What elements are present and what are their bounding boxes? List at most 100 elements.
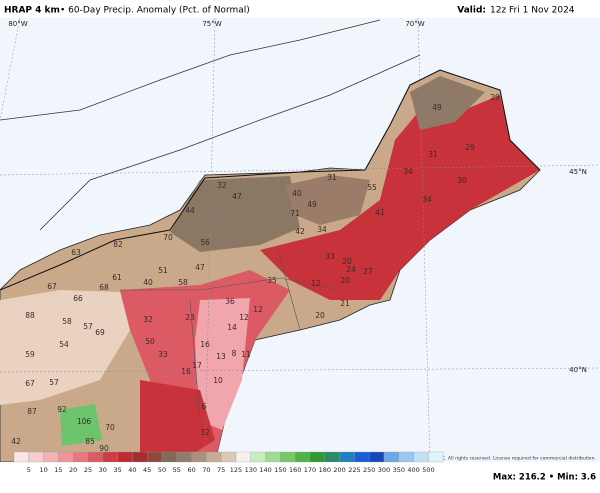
- colorbar-label: 170: [304, 466, 316, 474]
- valid-label: Valid:: [457, 6, 486, 16]
- value-label: 12: [239, 313, 249, 322]
- colorbar-label: 125: [230, 466, 242, 474]
- value-label: 49: [307, 200, 317, 209]
- value-label: 82: [113, 240, 123, 249]
- colorbar-swatch: [369, 451, 385, 463]
- colorbar-swatch: [117, 451, 133, 463]
- value-label: 23: [185, 313, 195, 322]
- value-label: 40: [292, 189, 302, 198]
- colorbar-swatch: [221, 451, 237, 463]
- colorbar-label: 20: [69, 466, 77, 474]
- colorbar-label: 500: [422, 466, 434, 474]
- colorbar-label: 200: [333, 466, 345, 474]
- lat-label: 45°N: [569, 168, 587, 176]
- brown-region: [410, 76, 485, 130]
- value-label: 35: [267, 276, 277, 285]
- value-label: 29: [465, 143, 475, 152]
- colorbar-label: 70: [202, 466, 210, 474]
- value-label: 59: [25, 350, 35, 359]
- value-label: 13: [216, 352, 226, 361]
- value-label: 27: [363, 267, 373, 276]
- colorbar-label: 225: [348, 466, 360, 474]
- colorbar-swatch: [102, 451, 118, 463]
- colorbar-swatch: [176, 451, 192, 463]
- value-label: 12: [253, 305, 263, 314]
- lon-label: 75°W: [202, 20, 221, 28]
- value-label: 69: [95, 328, 105, 337]
- colorbar-label: 55: [173, 466, 181, 474]
- border: [0, 69, 541, 291]
- red-region: [260, 95, 540, 300]
- value-label: 70: [105, 423, 115, 432]
- colorbar-label: 180: [319, 466, 331, 474]
- value-label: 47: [195, 263, 205, 272]
- value-label: 92: [57, 405, 67, 414]
- colorbar-swatch: [383, 451, 399, 463]
- colorbar-swatch: [428, 451, 444, 463]
- value-label: 10: [213, 376, 223, 385]
- value-label: 20: [342, 257, 352, 266]
- colorbar-label: 50: [158, 466, 166, 474]
- value-label: 58: [62, 317, 72, 326]
- colorbar-label: 140: [259, 466, 271, 474]
- value-label: 70: [163, 233, 173, 242]
- colorbar-swatch: [87, 451, 103, 463]
- colorbar-label: 45: [143, 466, 151, 474]
- colorbar-label: 25: [84, 466, 92, 474]
- colorbar-label: 160: [289, 466, 301, 474]
- value-label: 32: [200, 428, 210, 437]
- brown-region: [285, 175, 370, 225]
- colorbar-swatch: [309, 451, 325, 463]
- value-label: 30: [457, 176, 467, 185]
- value-label: 32: [217, 181, 227, 190]
- value-label: 16: [200, 340, 210, 349]
- title: • 60-Day Precip. Anomaly (Pct. of Normal…: [60, 6, 250, 16]
- value-label: 57: [83, 322, 93, 331]
- green-region: [60, 404, 102, 446]
- state-lines: [120, 249, 341, 421]
- colorbar-swatch: [147, 451, 163, 463]
- colorbar-swatch: [43, 451, 59, 463]
- colorbar-label: 35: [113, 466, 121, 474]
- value-label: 88: [25, 311, 35, 320]
- value-label: 6: [202, 402, 207, 411]
- value-label: 34: [403, 167, 413, 176]
- value-label: 56: [200, 238, 210, 247]
- value-label: 17: [192, 361, 202, 370]
- value-label: 31: [327, 173, 337, 182]
- colorbar-label: 15: [54, 466, 62, 474]
- pink-region: [195, 298, 250, 430]
- lon-label: 80°W: [8, 20, 27, 28]
- colorbar-swatch: [250, 451, 266, 463]
- value-label: 66: [73, 294, 83, 303]
- colorbar-label: 10: [39, 466, 47, 474]
- colorbar-label: 150: [274, 466, 286, 474]
- colorbar-swatch: [191, 451, 207, 463]
- colorbar-swatch: [280, 451, 296, 463]
- value-label: 68: [99, 283, 109, 292]
- value-label: 87: [27, 407, 37, 416]
- colorbar-swatch: [28, 451, 44, 463]
- colorbar-swatch: [413, 451, 429, 463]
- colorbar-swatch: [398, 451, 414, 463]
- value-label: 33: [325, 252, 335, 261]
- footer-bar: [0, 462, 600, 493]
- colorbar-label: 75: [217, 466, 225, 474]
- value-label: 42: [11, 437, 21, 446]
- colorbar-swatch: [132, 451, 148, 463]
- red-region: [140, 380, 215, 462]
- valid: 12z Fri 1 Nov 2024: [490, 6, 575, 16]
- colorbar-swatch: [206, 451, 222, 463]
- value-label: 57: [49, 378, 59, 387]
- colorbar-label: 5: [27, 466, 31, 474]
- value-label: 49: [432, 103, 442, 112]
- colorbar-swatch: [161, 451, 177, 463]
- colorbar-label: 250: [363, 466, 375, 474]
- colorbar-swatch: [295, 451, 311, 463]
- brown-region: [170, 176, 300, 252]
- colorbar-label: 130: [245, 466, 257, 474]
- model: HRAP 4 km: [4, 6, 60, 16]
- value-label: 20: [315, 311, 325, 320]
- value-label: 106: [77, 417, 92, 426]
